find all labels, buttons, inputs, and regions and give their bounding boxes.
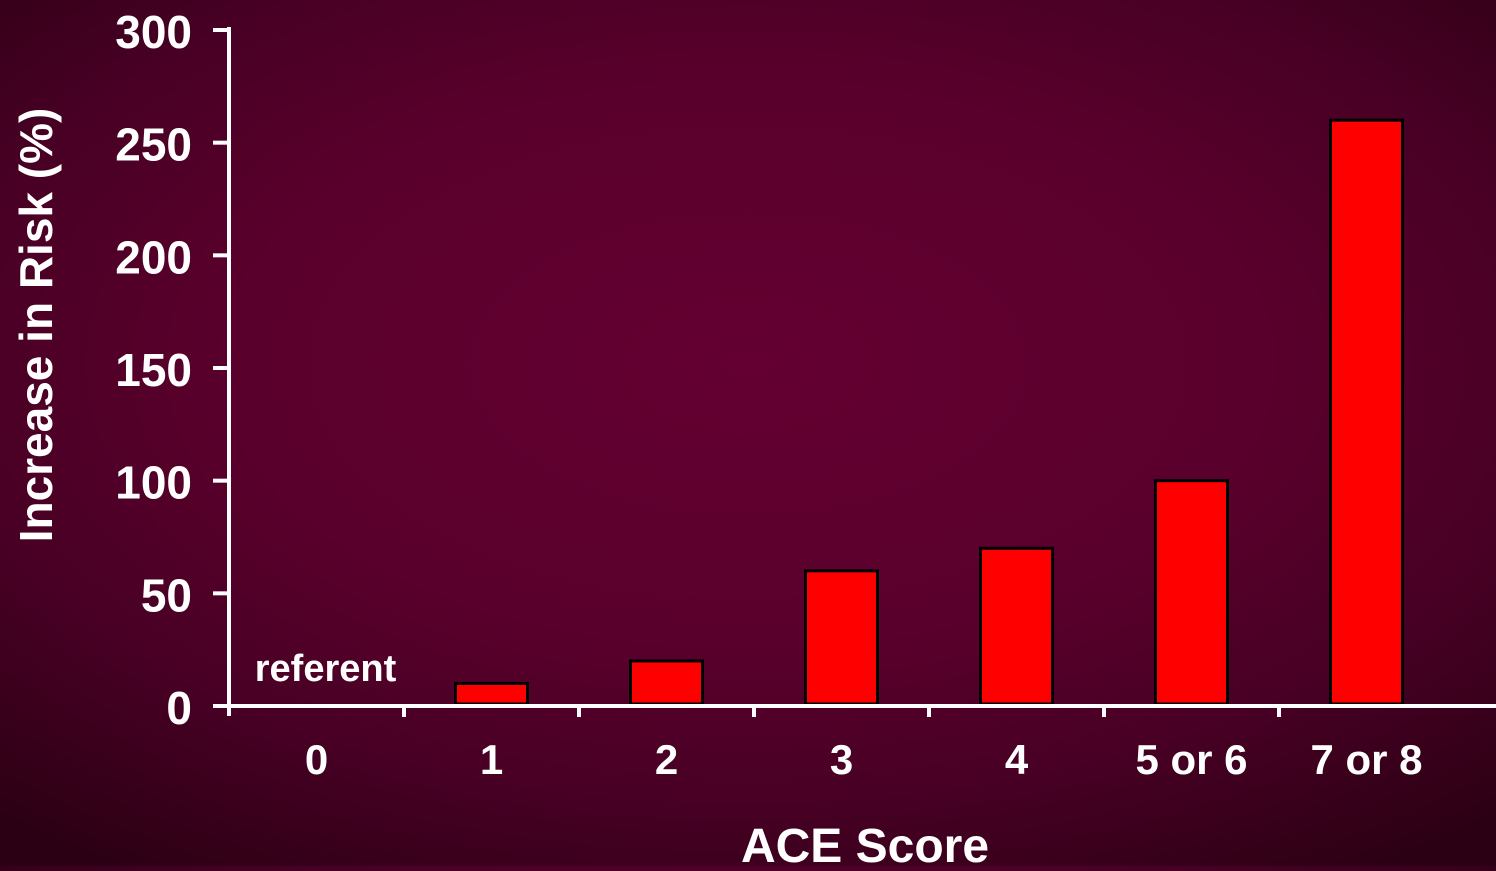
bars-layer (454, 118, 1404, 706)
bar-4 (979, 546, 1054, 706)
y-tick-label-200: 200 (115, 231, 192, 283)
x-axis-title: ACE Score (741, 820, 989, 866)
y-tick-label-250: 250 (115, 119, 192, 171)
x-tick-label-2: 2 (655, 736, 678, 783)
y-tick-label-50: 50 (141, 569, 192, 621)
x-tick-label-0: 0 (305, 736, 328, 783)
y-tick-label-150: 150 (115, 344, 192, 396)
y-tick-label-300: 300 (115, 6, 192, 58)
y-tick-label-100: 100 (115, 457, 192, 509)
bar-1 (454, 681, 529, 706)
bar-5-or-6 (1154, 479, 1229, 706)
y-ticks: 0 50 100 150 200 250 300 (115, 6, 229, 734)
bar-7-or-8 (1329, 118, 1404, 706)
bar-2 (629, 659, 704, 706)
x-tick-label-5-or-6: 5 or 6 (1135, 736, 1247, 783)
x-tick-label-3: 3 (830, 736, 853, 783)
y-axis-title: Increase in Risk (%) (10, 108, 62, 543)
x-tick-label-4: 4 (1005, 736, 1029, 783)
y-tick-label-0: 0 (166, 682, 192, 734)
x-tick-label-1: 1 (480, 736, 503, 783)
annotation-referent: referent (255, 648, 397, 690)
bar-3 (804, 569, 879, 706)
x-ticks: 0 1 2 3 4 5 or 6 7 or 8 (305, 706, 1423, 783)
x-tick-label-7-or-8: 7 or 8 (1310, 736, 1422, 783)
